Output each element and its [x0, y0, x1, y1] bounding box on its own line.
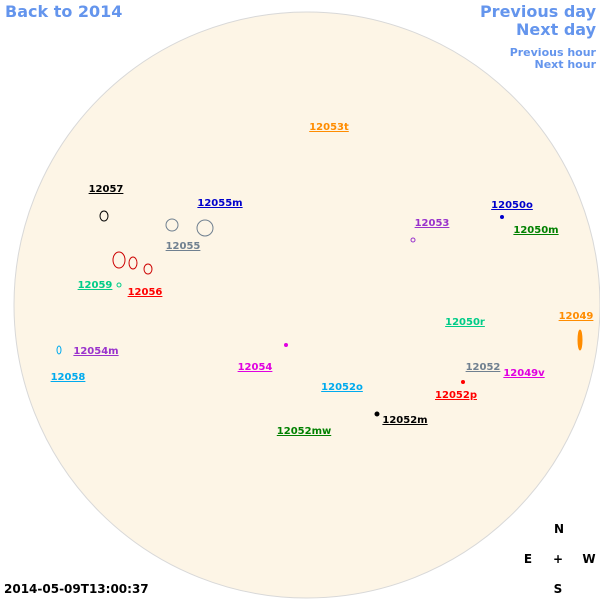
compass-west: W — [582, 552, 596, 566]
region-label[interactable]: 12058 — [50, 372, 86, 383]
prev-day-link[interactable]: Previous day — [479, 2, 596, 21]
region-label[interactable]: 12052o — [321, 382, 363, 393]
region-label[interactable]: 12053 — [414, 218, 450, 229]
region-label[interactable]: 12053t — [309, 122, 349, 133]
compass-north: N — [553, 522, 565, 536]
region-label[interactable]: 12055m — [197, 198, 243, 209]
compass-center: + — [552, 552, 564, 566]
next-hour-link[interactable]: Next hour — [534, 58, 597, 71]
region-label[interactable]: 12054m — [73, 346, 119, 357]
region-label[interactable]: 12049 — [558, 311, 594, 322]
sunspot-marks — [56, 210, 583, 417]
region-label[interactable]: 12056 — [127, 287, 163, 298]
compass-east: E — [523, 552, 533, 566]
prev-hour-link[interactable]: Previous hour — [509, 46, 596, 59]
region-label[interactable]: 12057 — [88, 184, 124, 195]
region-label[interactable]: 12059 — [77, 280, 113, 291]
region-label[interactable]: 12054 — [237, 362, 273, 373]
region-label[interactable]: 12052 — [465, 362, 501, 373]
region-label[interactable]: 12050o — [491, 200, 533, 211]
region-label[interactable]: 12050m — [513, 225, 559, 236]
region-label[interactable]: 12049v — [503, 368, 545, 379]
region-label[interactable]: 12052m — [382, 415, 428, 426]
compass-south: S — [553, 582, 563, 596]
region-label[interactable]: 12052p — [435, 390, 477, 401]
sun-disc — [13, 11, 600, 599]
next-day-link[interactable]: Next day — [516, 20, 596, 39]
region-label[interactable]: 12055 — [165, 241, 201, 252]
region-label[interactable]: 12050r — [445, 317, 485, 328]
back-link[interactable]: Back to 2014 — [5, 2, 123, 21]
timestamp: 2014-05-09T13:00:37 — [4, 582, 149, 596]
region-label[interactable]: 12052mw — [276, 426, 332, 437]
